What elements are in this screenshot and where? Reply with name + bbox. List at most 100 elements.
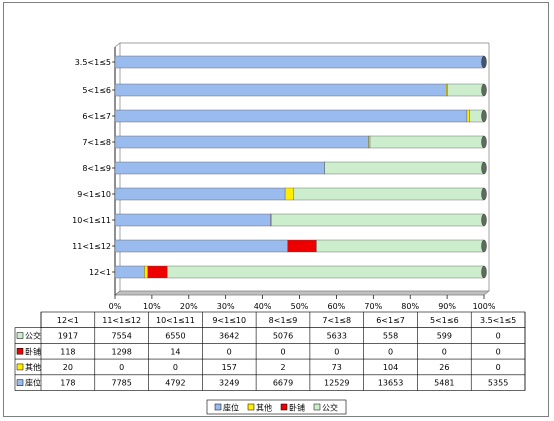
bar-segment (446, 83, 449, 97)
table-value-cell: 5633 (327, 332, 347, 341)
table-value-cell: 5076 (273, 332, 293, 341)
bar-segment (114, 161, 325, 175)
bar-segment (284, 187, 294, 201)
bar-end-cap (481, 83, 487, 97)
table-value-cell: 0 (388, 347, 393, 356)
table-header-cell: 9<1≤10 (212, 316, 246, 325)
plot-floor (114, 290, 490, 296)
bar-segment (114, 55, 485, 69)
table-value-cell: 12529 (324, 379, 349, 388)
table-value-cell: 157 (222, 363, 237, 372)
table-value-cell: 20 (63, 363, 73, 372)
table-value-cell: 2 (280, 363, 285, 372)
legend-swatch (313, 403, 321, 411)
bar-segment (270, 213, 485, 227)
bar-segment (368, 135, 371, 149)
bar-segment (369, 135, 485, 149)
table-value-cell: 5355 (488, 379, 508, 388)
bar-segment (114, 265, 145, 279)
table-legend-key (16, 379, 24, 386)
x-tick-label: 100% (473, 302, 496, 311)
table-value-cell: 0 (173, 363, 178, 372)
bar-end-cap (481, 213, 487, 227)
table-value-cell: 558 (383, 332, 398, 341)
y-tick-label: 3.5<1≤5 (75, 58, 111, 67)
table-header-cell: 5<1≤6 (430, 316, 459, 325)
table-value-cell: 7785 (111, 379, 131, 388)
bar-segment (466, 109, 470, 123)
table-value-cell: 26 (439, 363, 449, 372)
bar-segment (114, 83, 447, 97)
table-value-cell: 178 (60, 379, 75, 388)
table-series-name: 其他 (25, 362, 41, 372)
legend-swatch (247, 403, 255, 411)
table-value-cell: 118 (60, 347, 75, 356)
table-header-cell: 10<1≤11 (156, 316, 195, 325)
x-tick-label: 90% (438, 302, 456, 311)
table-value-cell: 1298 (111, 347, 131, 356)
table-value-cell: 104 (383, 363, 398, 372)
legend-swatch (280, 403, 288, 411)
bar-segment (114, 135, 369, 149)
bar-segment (114, 213, 271, 227)
table-header-cell: 8<1≤9 (269, 316, 298, 325)
table-value-cell: 73 (332, 363, 342, 372)
x-tick-label: 40% (254, 302, 272, 311)
legend-label: 座位 (223, 403, 239, 413)
bar-segment (287, 239, 317, 253)
chart-frame (3, 2, 549, 417)
bar-end-cap (481, 161, 487, 175)
table-value-cell: 14 (170, 347, 180, 356)
bar-segment (114, 109, 468, 123)
bar-segment (167, 265, 485, 279)
table-value-cell: 13653 (378, 379, 403, 388)
table-header-cell: 11<1≤12 (102, 316, 141, 325)
x-tick-label: 50% (291, 302, 309, 311)
table-value-cell: 1917 (58, 332, 78, 341)
bar-segment (144, 265, 148, 279)
table-value-cell: 0 (334, 347, 339, 356)
table-legend-key (16, 348, 24, 355)
table-legend-key (16, 363, 24, 371)
y-tick-label: 10<1≤11 (72, 216, 111, 225)
table-value-cell: 0 (496, 332, 501, 341)
x-tick-label: 10% (143, 302, 161, 311)
x-tick-label: 60% (328, 302, 346, 311)
table-value-cell: 0 (119, 363, 124, 372)
y-tick-label: 5<1≤6 (82, 86, 111, 95)
table-value-cell: 5481 (434, 379, 454, 388)
bar-segment (324, 161, 485, 175)
y-tick-label: 11<1≤12 (72, 242, 111, 251)
table-value-cell: 0 (280, 347, 285, 356)
table-value-cell: 599 (437, 332, 452, 341)
table-header-cell: 3.5<1≤5 (480, 316, 516, 325)
bar-end-cap (481, 109, 487, 123)
bar-segment (114, 239, 288, 253)
table-value-cell: 3249 (219, 379, 239, 388)
legend-label: 其他 (256, 403, 272, 413)
bar-end-cap (481, 135, 487, 149)
x-tick-label: 30% (217, 302, 235, 311)
table-header-cell: 12<1 (57, 316, 79, 325)
table-legend-key (16, 332, 24, 339)
table-value-cell: 0 (442, 347, 447, 356)
legend-label: 公交 (322, 403, 338, 413)
bar-end-cap (481, 187, 487, 201)
table-series-name: 公交 (25, 331, 41, 341)
bar-end-cap (481, 239, 487, 253)
table-value-cell: 3642 (219, 332, 239, 341)
bar-end-cap (481, 265, 487, 279)
table-value-cell: 6679 (273, 379, 293, 388)
legend-swatch (214, 403, 222, 411)
bar-segment (147, 265, 168, 279)
x-tick-label: 20% (180, 302, 198, 311)
x-tick-label: 70% (364, 302, 382, 311)
legend-label: 卧铺 (289, 403, 305, 413)
table-value-cell: 0 (227, 347, 232, 356)
table-value-cell: 6550 (165, 332, 185, 341)
table-series-name: 座位 (25, 378, 41, 388)
legend-box (206, 399, 347, 415)
y-tick-label: 8<1≤9 (82, 164, 111, 173)
table-value-cell: 7554 (111, 332, 131, 341)
